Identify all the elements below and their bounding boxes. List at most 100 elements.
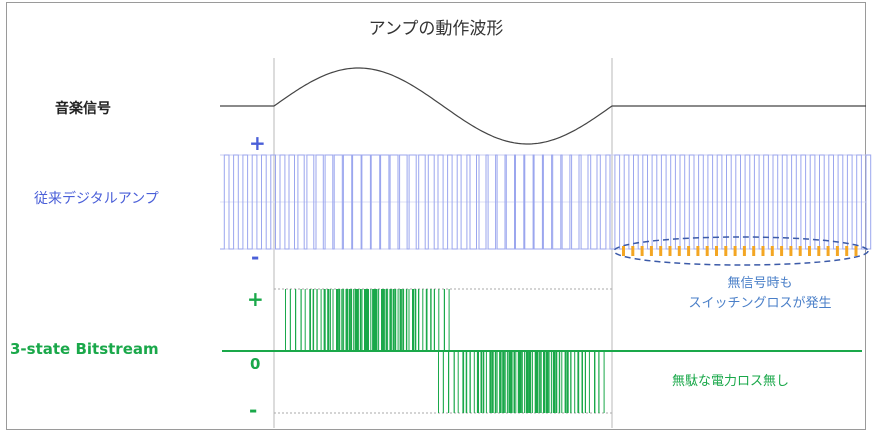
bitstream-pulse (499, 351, 502, 413)
bitstream-pulse (374, 289, 377, 351)
bitstream-pulse (448, 289, 450, 351)
bitstream-pulse (309, 289, 311, 351)
bitstream-pulse (442, 351, 444, 413)
bitstream-pulse (529, 351, 532, 413)
switching-loss-mark (742, 246, 746, 256)
switching-loss-mark (845, 246, 849, 256)
switching-loss-note: 無信号時も スイッチングロスが発生 (640, 274, 872, 314)
switching-loss-mark (649, 246, 653, 256)
bitstream-pulse (508, 351, 511, 413)
bitstream-pulse (531, 351, 533, 413)
bitstream-pulse (405, 289, 408, 351)
bitstream-pulse (525, 351, 529, 413)
switching-loss-marks (622, 246, 858, 256)
bitstream-pulse (502, 351, 505, 413)
bitstream-pulse (469, 351, 471, 413)
switching-loss-mark (622, 246, 625, 256)
bitstream-pulse (561, 351, 563, 413)
bitstream-pulse (496, 351, 498, 413)
bitstream-pulse (552, 351, 556, 413)
bitstream-pulse (473, 351, 475, 413)
bitstream-pulse (594, 351, 596, 413)
bitstream-pulse (348, 289, 351, 351)
switching-loss-mark (677, 246, 681, 256)
bitstream-pulse (320, 289, 322, 351)
bitstream-pulse (345, 289, 348, 351)
bitstream-pulse (476, 351, 479, 413)
tri-plus-sign: + (247, 287, 264, 311)
bitstream-pulse (300, 289, 302, 351)
bitstream-pulse (327, 289, 329, 351)
bitstream-pulse (448, 351, 450, 413)
bitstream-pulse (438, 351, 439, 413)
bitstream-pulse (304, 289, 306, 351)
bitstream-pulse (382, 289, 385, 351)
bitstream-pulse (364, 289, 367, 351)
bitstream-pulse (389, 289, 392, 351)
conv-plus-sign: + (249, 131, 266, 155)
bitstream-pulse (385, 289, 387, 351)
bitstream-pulse (323, 289, 326, 351)
bitstream-pulse (433, 289, 435, 351)
bitstream-pulse (555, 351, 558, 413)
conventional-pwm-waveform (220, 154, 872, 250)
bitstream-pulse (343, 289, 345, 351)
bitstream-pulse (356, 289, 359, 351)
bitstream-pulse (506, 351, 508, 413)
switching-loss-mark (752, 246, 756, 256)
bitstream-pulse (353, 289, 355, 351)
switching-loss-mark (696, 246, 700, 256)
bitstream-pulse (336, 289, 339, 351)
bitstream-pulse (453, 351, 455, 413)
bitstream-pulse (338, 289, 341, 351)
conv-pwm-trace (220, 154, 872, 250)
bitstream-pulse (462, 351, 465, 413)
bitstream-pulse (422, 289, 424, 351)
bitstream-pulse (418, 289, 420, 351)
bitstream-pulse (539, 351, 541, 413)
switching-loss-mark (724, 246, 728, 256)
bitstream-pulse (519, 351, 522, 413)
bitstream-pulse (397, 289, 399, 351)
music-signal-label: 音楽信号 (55, 101, 111, 117)
bitstream-pulse (372, 289, 375, 351)
bitstream-pulse (550, 351, 552, 413)
switching-loss-mark (854, 246, 858, 256)
bitstream-pulse (567, 351, 569, 413)
switching-loss-mark (659, 246, 663, 256)
three-state-bitstream-waveform (285, 289, 605, 413)
bitstream-pulse (513, 351, 515, 413)
bitstream-pulse (367, 289, 369, 351)
bitstream-pulse (443, 289, 445, 351)
bitstream-pulse (548, 351, 550, 413)
bitstream-pulse (574, 351, 576, 413)
bitstream-pulse (370, 289, 372, 351)
bitstream-pulse (376, 289, 378, 351)
bitstream-pulse (482, 351, 485, 413)
switching-loss-mark (798, 246, 802, 256)
bitstream-pulse (295, 289, 297, 351)
bitstream-pulse (399, 289, 402, 351)
bitstream-pulse (329, 289, 331, 351)
bitstream-pulse (536, 351, 539, 413)
bitstream-pulse (312, 289, 315, 351)
switching-loss-mark (705, 246, 709, 256)
bitstream-pulse (430, 289, 432, 351)
bitstream-pulse (603, 351, 605, 413)
bitstream-pulse (485, 351, 487, 413)
bitstream-pulse (588, 351, 590, 413)
tri-zero-sign: 0 (250, 355, 261, 373)
bitstream-pulse (543, 351, 546, 413)
bitstream-pulse (392, 289, 395, 351)
bitstream-pulse (354, 289, 358, 351)
bitstream-pulse (414, 289, 417, 351)
bitstream-pulse (457, 351, 459, 413)
bitstream-pulse (412, 289, 414, 351)
bitstream-pulse (494, 351, 497, 413)
bitstream-pulse (365, 289, 368, 351)
bitstream-pulse (387, 289, 389, 351)
bitstream-pulse (489, 351, 492, 413)
switching-loss-mark (826, 246, 830, 256)
bitstream-pulse (289, 289, 291, 351)
